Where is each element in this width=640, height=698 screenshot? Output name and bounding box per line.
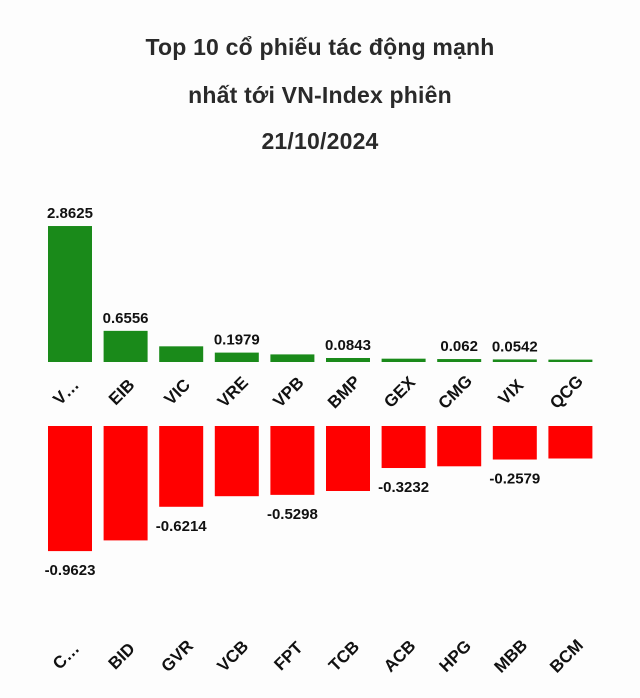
bar-gex-positive [381, 358, 426, 362]
bar-vcb-negative [214, 426, 259, 497]
category-label-positive-9: QCG [546, 372, 587, 413]
value-label-negative-4: -0.5298 [267, 506, 318, 523]
bar-vix-positive [492, 359, 537, 362]
category-label-negative-1: BID [105, 639, 139, 673]
category-label-positive-0: V… [49, 375, 82, 408]
value-label-positive-0: 2.8625 [47, 205, 93, 222]
value-label-positive-5: 0.0843 [325, 337, 371, 354]
bar-vic-positive [159, 346, 204, 362]
value-label-negative-0: -0.9623 [45, 562, 96, 579]
bar-bmp-positive [326, 357, 370, 362]
category-label-positive-2: VIC [161, 375, 194, 408]
value-label-positive-7: 0.062 [440, 338, 478, 355]
bar-qcg-positive [548, 359, 593, 362]
bar-bid-negative [103, 426, 148, 541]
positive-series: 2.8625 V… 0.6556 EIB VIC 0.1979 VRE VPB 0.0843 BM… [47, 205, 593, 413]
category-label-negative-4: FPT [270, 638, 307, 675]
bar-cmg-positive [437, 359, 482, 362]
chart-title-line-3: 21/10/2024 [261, 128, 379, 154]
chart-title-line-2: nhất tới VN-Index phiên [188, 82, 452, 108]
value-label-positive-3: 0.1979 [214, 332, 260, 349]
bar-eib-positive [103, 330, 148, 362]
bar-tcb-negative [326, 426, 370, 491]
category-label-negative-9: BCM [546, 636, 587, 677]
category-label-negative-0: C… [49, 639, 83, 673]
bar-vpb-positive [270, 354, 315, 362]
bar-c-negative [48, 426, 92, 552]
category-label-negative-2: GVR [158, 636, 197, 675]
bar-mbb-negative [492, 426, 537, 460]
category-label-negative-8: MBB [491, 636, 532, 677]
category-label-negative-5: TCB [325, 637, 363, 675]
category-label-positive-8: VIX [495, 375, 528, 408]
bar-gvr-negative [159, 426, 204, 507]
value-label-positive-8: 0.0542 [492, 338, 538, 355]
bar-fpt-negative [270, 426, 315, 495]
category-label-positive-6: GEX [380, 372, 419, 411]
category-label-positive-1: EIB [105, 375, 138, 408]
value-label-negative-6: -0.3232 [378, 479, 429, 496]
value-label-positive-1: 0.6556 [103, 310, 149, 327]
bar-v-positive [48, 226, 92, 362]
bar-hpg-negative [437, 426, 482, 467]
category-label-positive-4: VPB [269, 373, 307, 411]
bar-bcm-negative [548, 426, 593, 459]
bar-acb-negative [381, 426, 426, 469]
category-label-positive-3: VRE [214, 373, 252, 411]
value-label-negative-8: -0.2579 [489, 471, 540, 488]
bar-vre-positive [214, 352, 259, 362]
category-label-negative-6: ACB [380, 636, 419, 675]
value-label-negative-2: -0.6214 [156, 518, 208, 535]
category-label-positive-7: CMG [435, 371, 476, 412]
category-label-positive-5: BMP [324, 372, 364, 412]
chart-title-line-1: Top 10 cổ phiếu tác động mạnh [145, 34, 495, 60]
category-label-negative-7: HPG [436, 636, 475, 675]
negative-series: -0.9623 C… BID -0.6214 GVR VCB -0.5298 FPT TCB -0… [45, 426, 593, 677]
category-label-negative-3: VCB [213, 637, 252, 676]
